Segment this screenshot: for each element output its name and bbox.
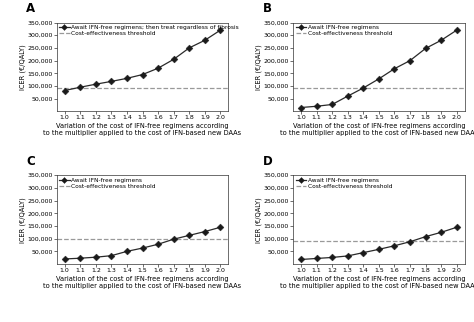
Text: A: A bbox=[26, 3, 35, 15]
Y-axis label: ICER (€/QALY): ICER (€/QALY) bbox=[256, 197, 262, 242]
X-axis label: Variation of the cost of IFN-free regimens according
to the multiplier applied t: Variation of the cost of IFN-free regime… bbox=[44, 276, 242, 289]
X-axis label: Variation of the cost of IFN-free regimens according
to the multiplier applied t: Variation of the cost of IFN-free regime… bbox=[280, 123, 474, 136]
Text: C: C bbox=[26, 155, 35, 168]
Legend: Await IFN-free regimens; then treat regardless of fibrosis, Cost-effectiveness t: Await IFN-free regimens; then treat rega… bbox=[59, 24, 240, 36]
Y-axis label: ICER (€/QALY): ICER (€/QALY) bbox=[19, 44, 26, 90]
Text: B: B bbox=[263, 3, 272, 15]
X-axis label: Variation of the cost of IFN-free regimens according
to the multiplier applied t: Variation of the cost of IFN-free regime… bbox=[280, 276, 474, 289]
Legend: Await IFN-free regimens, Cost-effectiveness threshold: Await IFN-free regimens, Cost-effectiven… bbox=[295, 177, 393, 189]
Legend: Await IFN-free regimens, Cost-effectiveness threshold: Await IFN-free regimens, Cost-effectiven… bbox=[59, 177, 156, 189]
Legend: Await IFN-free regimens, Cost-effectiveness threshold: Await IFN-free regimens, Cost-effectiven… bbox=[295, 24, 393, 36]
Y-axis label: ICER (€/QALY): ICER (€/QALY) bbox=[256, 44, 262, 90]
Y-axis label: ICER (€/QALY): ICER (€/QALY) bbox=[19, 197, 26, 242]
Text: D: D bbox=[263, 155, 272, 168]
X-axis label: Variation of the cost of IFN-free regimens according
to the multiplier applied t: Variation of the cost of IFN-free regime… bbox=[44, 123, 242, 136]
